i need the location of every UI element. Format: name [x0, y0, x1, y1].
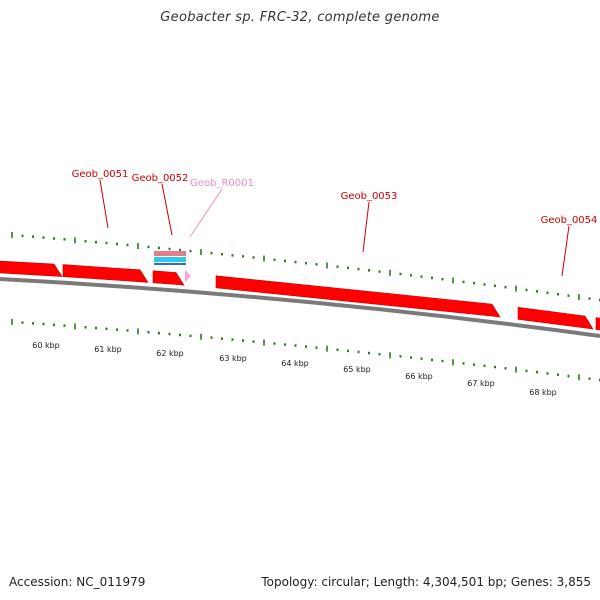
label-line-geob-0051 — [99, 179, 109, 229]
kbp-label: 67 kbp — [467, 379, 495, 388]
cds-geob-0053 — [215, 275, 501, 318]
gene-label-geob-0054[interactable]: Geob_0054 — [541, 215, 598, 226]
trna-feature — [185, 270, 191, 282]
kbp-ruler: 60 kbp 61 kbp 62 kbp 63 kbp 64 kbp 65 kb… — [32, 341, 557, 397]
cds-geob-0052 — [152, 270, 185, 286]
kbp-label: 64 kbp — [281, 359, 309, 368]
gene-label-geob-r0001[interactable]: Geob_R0001 — [190, 178, 254, 189]
rrna-band-cyan — [154, 257, 186, 262]
label-line-geob-0053 — [362, 201, 370, 253]
kbp-label: 63 kbp — [219, 354, 247, 363]
label-line-geob-0052 — [161, 183, 173, 236]
cds-geob-0055 — [595, 317, 600, 331]
cds-geob-0050 — [0, 260, 63, 277]
gc-skew-outer-track — [11, 232, 600, 302]
label-line-geob-0054 — [561, 225, 570, 277]
label-line-geob-r0001 — [189, 188, 223, 238]
genome-title: Geobacter sp. FRC-32, complete genome — [160, 10, 440, 25]
kbp-label: 66 kbp — [405, 372, 433, 381]
gene-label-geob-0051[interactable]: Geob_0051 — [72, 169, 129, 180]
rna-features — [154, 251, 191, 282]
gene-label-lines — [99, 179, 570, 277]
kbp-label: 61 kbp — [94, 345, 122, 354]
gene-label-geob-0053[interactable]: Geob_0053 — [341, 191, 398, 202]
gc-skew-inner-track — [11, 318, 600, 382]
topology-text: Topology: circular; Length: 4,304,501 bp… — [261, 575, 591, 589]
kbp-label: 68 kbp — [529, 388, 557, 397]
gene-label-geob-0052[interactable]: Geob_0052 — [132, 173, 189, 184]
cds-features — [0, 260, 600, 331]
cds-geob-0051 — [62, 264, 149, 283]
kbp-label: 62 kbp — [156, 349, 184, 358]
genome-backbone — [0, 277, 600, 338]
rrna-band-blue — [154, 263, 186, 265]
cds-geob-0054 — [517, 306, 594, 330]
kbp-label: 65 kbp — [343, 365, 371, 374]
rrna-band-pink — [154, 251, 186, 256]
accession-text: Accession: NC_011979 — [9, 575, 146, 589]
gene-labels: Geob_0051 Geob_0052 Geob_R0001 Geob_0053… — [72, 169, 598, 226]
kbp-label: 60 kbp — [32, 341, 60, 350]
